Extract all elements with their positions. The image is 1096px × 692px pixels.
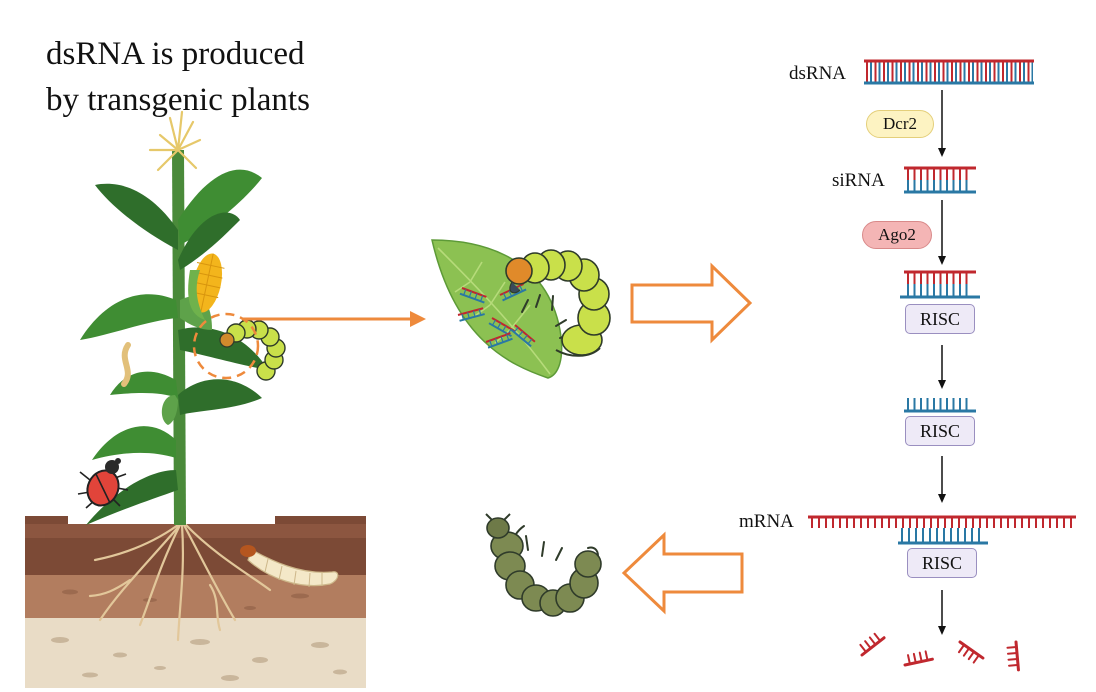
ago2-enzyme: Ago2 bbox=[862, 221, 932, 249]
sirna-strand bbox=[904, 166, 976, 194]
risc-complex-3: RISC bbox=[907, 548, 977, 578]
beetle bbox=[77, 458, 129, 509]
degraded-mrna-fragments bbox=[859, 632, 1020, 672]
risc-guide-strand bbox=[904, 398, 976, 413]
title-line-2: by transgenic plants bbox=[46, 82, 310, 118]
caterpillar-dead bbox=[485, 513, 602, 617]
dsrna-strand bbox=[864, 59, 1034, 85]
mrna-label: mRNA bbox=[739, 511, 794, 532]
soil bbox=[25, 516, 366, 688]
risc-complex-2: RISC bbox=[905, 416, 975, 446]
corn-cob bbox=[188, 253, 225, 320]
caterpillar-feeding bbox=[505, 249, 611, 357]
roots bbox=[88, 523, 272, 642]
hollow-arrow-left bbox=[621, 531, 744, 615]
title-line-1: dsRNA is produced bbox=[46, 36, 305, 72]
grub-larva bbox=[240, 545, 339, 588]
dsrna-fragments bbox=[457, 283, 536, 349]
plant-to-leaf-arrow bbox=[242, 311, 426, 327]
dcr2-enzyme: Dcr2 bbox=[866, 110, 934, 138]
sirna-label: siRNA bbox=[832, 170, 885, 191]
risc-complex-1: RISC bbox=[905, 304, 975, 334]
mrna-target bbox=[808, 515, 1076, 545]
hollow-arrow-right bbox=[630, 262, 753, 344]
risc-loaded-sirna bbox=[900, 270, 980, 299]
dsrna-label: dsRNA bbox=[789, 63, 847, 84]
corn-plant bbox=[80, 110, 268, 525]
highlight-dashed-circle bbox=[192, 312, 260, 380]
